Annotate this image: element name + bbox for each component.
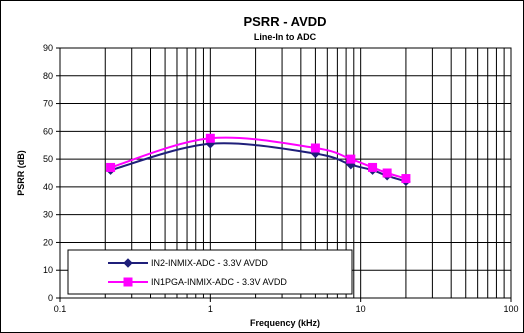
legend-marker — [123, 277, 133, 287]
data-point — [368, 162, 378, 172]
y-tick-label: 70 — [43, 99, 53, 109]
y-tick-label: 50 — [43, 154, 53, 164]
y-tick-label: 10 — [43, 265, 53, 275]
data-point — [401, 174, 411, 184]
legend-marker — [123, 258, 133, 268]
data-point — [310, 143, 320, 153]
series-1 — [106, 133, 411, 184]
x-axis-label: Frequency (kHz) — [250, 318, 320, 328]
legend-label: IN1PGA-INMIX-ADC - 3.3V AVDD — [151, 277, 287, 287]
x-tick-label: 10 — [356, 304, 366, 314]
legend-item: IN2-INMIX-ADC - 3.3V AVDD — [108, 258, 268, 268]
series-line — [110, 136, 407, 180]
grid-lines — [60, 48, 511, 298]
y-axis-label: PSRR (dB) — [16, 150, 26, 196]
legend: IN2-INMIX-ADC - 3.3V AVDD IN1PGA-INMIX-AD… — [67, 249, 353, 295]
data-point — [346, 154, 356, 164]
x-tick-label: 100 — [503, 304, 518, 314]
y-axis-ticks: 0 10 20 30 40 50 60 70 80 90 — [43, 43, 60, 303]
y-tick-label: 20 — [43, 237, 53, 247]
plot-area — [59, 47, 512, 299]
x-axis-ticks: 0.1 1 10 100 — [54, 298, 519, 314]
y-tick-label: 80 — [43, 71, 53, 81]
series-0 — [105, 139, 411, 187]
series-group — [105, 133, 411, 187]
legend-box — [67, 249, 353, 295]
chart-title: PSRR - AVDD — [243, 14, 326, 29]
y-tick-label: 60 — [43, 126, 53, 136]
data-point — [205, 133, 215, 143]
x-tick-label: 1 — [208, 304, 213, 314]
y-tick-label: 30 — [43, 210, 53, 220]
y-tick-label: 90 — [43, 43, 53, 53]
legend-item: IN1PGA-INMIX-ADC - 3.3V AVDD — [108, 277, 287, 287]
data-point — [382, 168, 392, 178]
y-tick-label: 0 — [48, 293, 53, 303]
x-tick-label: 0.1 — [54, 304, 67, 314]
y-tick-label: 40 — [43, 182, 53, 192]
legend-label: IN2-INMIX-ADC - 3.3V AVDD — [151, 258, 268, 268]
data-point — [106, 162, 116, 172]
chart-subtitle: Line-In to ADC — [254, 32, 317, 42]
